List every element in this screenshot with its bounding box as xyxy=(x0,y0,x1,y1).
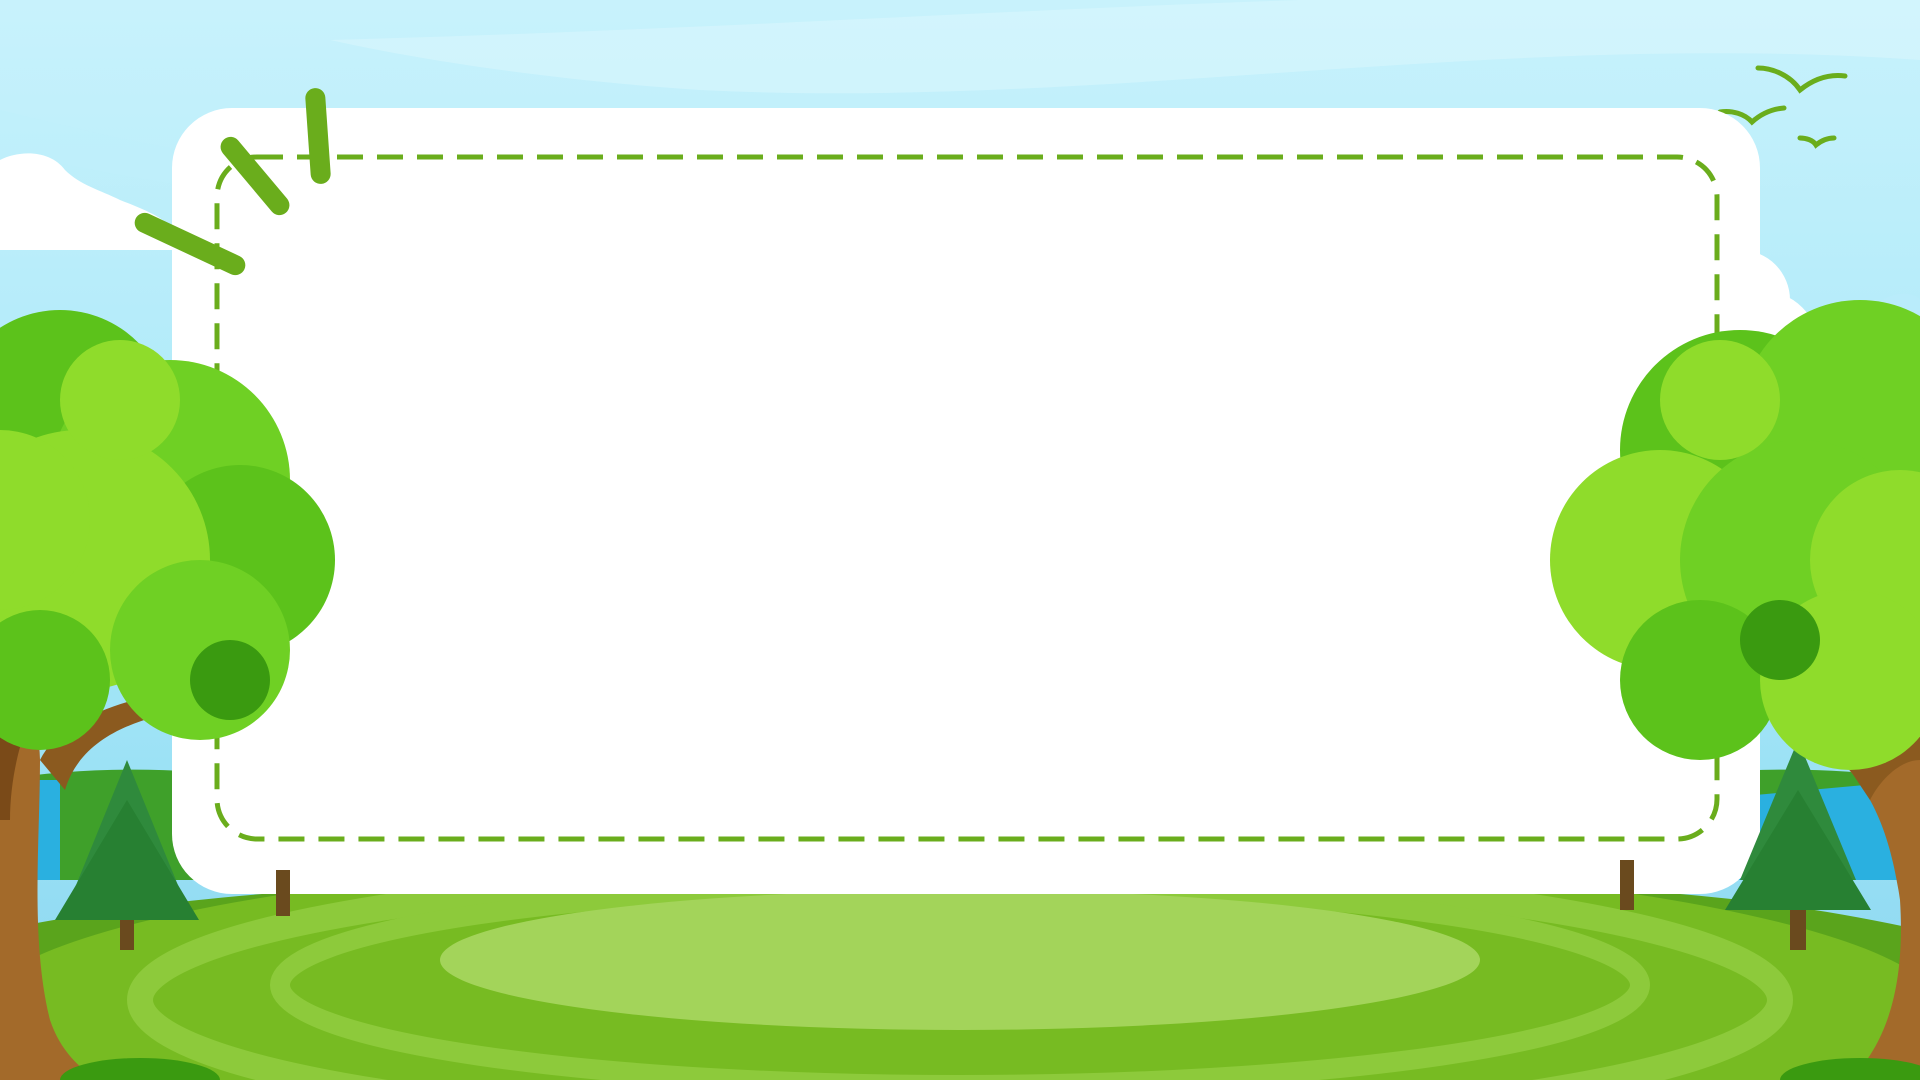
bird-icon xyxy=(1755,65,1848,94)
bush xyxy=(60,1058,220,1080)
pine-tree-icon xyxy=(55,760,199,950)
grass-field-center xyxy=(440,890,1480,1030)
cloud-icon xyxy=(0,153,175,250)
pine-tree-icon xyxy=(1620,860,1634,910)
bush xyxy=(1780,1058,1920,1080)
content-panel xyxy=(172,108,1760,894)
pine-tree-icon xyxy=(276,870,290,916)
sky-streak xyxy=(330,0,1920,94)
birds xyxy=(1717,65,1848,149)
tree-icon xyxy=(1550,300,1920,1080)
bird-icon xyxy=(1797,135,1837,149)
sparkle-decoration xyxy=(134,88,331,276)
tree-icon xyxy=(0,310,335,1080)
pine-tree-icon xyxy=(1725,740,1871,950)
bird-icon xyxy=(1717,105,1787,126)
